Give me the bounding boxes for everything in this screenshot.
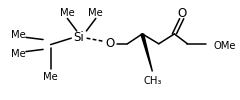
Text: Me: Me xyxy=(88,8,103,18)
Text: Me: Me xyxy=(11,49,25,59)
Text: O: O xyxy=(106,37,115,50)
Text: OMe: OMe xyxy=(214,41,236,51)
Polygon shape xyxy=(141,34,152,72)
Text: Me: Me xyxy=(60,8,74,18)
Text: Si: Si xyxy=(73,31,84,44)
Text: Me: Me xyxy=(42,72,57,82)
Text: O: O xyxy=(177,6,186,20)
Text: CH₃: CH₃ xyxy=(143,76,162,86)
Text: Me: Me xyxy=(11,30,25,40)
